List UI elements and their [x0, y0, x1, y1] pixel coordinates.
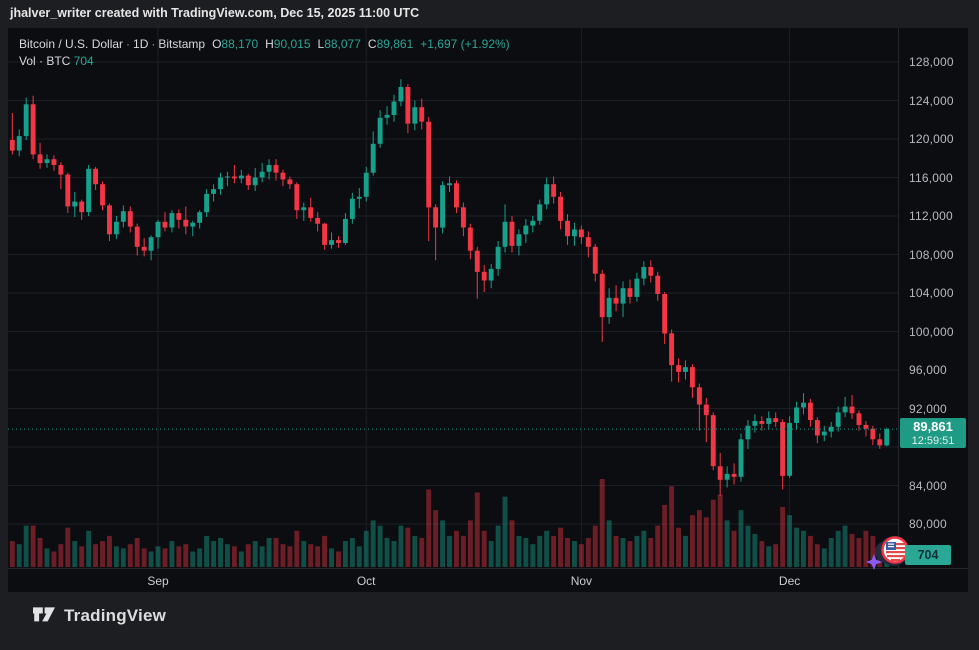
legend-symbol-row: Bitcoin / U.S. Dollar · 1D · Bitstamp O88,170… — [19, 37, 510, 51]
high-value: 90,015 — [273, 37, 311, 51]
change-value: +1,697 (+1.92%) — [420, 37, 510, 51]
attribution-text: jhalver_writer created with TradingView.… — [10, 6, 420, 20]
month-tick-label: Nov — [570, 574, 593, 588]
volume-series-label: Vol · BTC — [19, 54, 71, 68]
price-tick-label: 120,000 — [909, 132, 954, 146]
price-tick-label: 84,000 — [909, 478, 947, 493]
month-tick-label: Dec — [778, 574, 801, 588]
price-tick-label: 104,000 — [909, 286, 954, 300]
us-flag — [881, 536, 909, 564]
open-value: 88,170 — [221, 37, 259, 51]
us-event-flag-icon[interactable] — [864, 530, 912, 577]
price-tick-label: 80,000 — [909, 517, 947, 531]
close-value: 89,861 — [376, 37, 414, 51]
volume-axis-badge: 704 — [905, 545, 951, 565]
price-tick-label: 96,000 — [909, 363, 947, 377]
last-price-value: 89,861 — [913, 419, 953, 435]
candlestick-chart[interactable] — [8, 28, 968, 568]
volume-series-value: 704 — [73, 54, 94, 68]
last-price-badge: 89,861 12:59:51 — [900, 418, 966, 449]
price-tick-label: 100,000 — [909, 324, 954, 339]
tradingview-logo-icon — [33, 606, 55, 621]
price-tick-label: 112,000 — [909, 209, 953, 223]
chart-widget: Bitcoin / U.S. Dollar · 1D · Bitstamp O88,170… — [8, 28, 968, 592]
tradingview-logo[interactable]: TradingView — [33, 606, 166, 626]
time-axis[interactable]: Sep Oct Nov Dec — [8, 568, 968, 593]
symbol-title: Bitcoin / U.S. Dollar — [19, 37, 124, 51]
chart-legend: Bitcoin / U.S. Dollar · 1D · Bitstamp O88,170… — [19, 37, 510, 68]
candle-countdown: 12:59:51 — [911, 435, 955, 448]
price-tick-label: 108,000 — [909, 247, 954, 262]
price-tick-label: 92,000 — [909, 401, 947, 416]
price-tick-label: 128,000 — [909, 55, 954, 69]
price-tick-label: 116,000 — [909, 170, 953, 185]
interval-label: 1D — [133, 37, 149, 51]
tradingview-logo-text: TradingView — [64, 606, 167, 625]
low-value: 88,077 — [324, 37, 361, 51]
month-tick-label: Oct — [356, 574, 376, 588]
month-tick-label: Sep — [147, 574, 169, 588]
exchange-label: Bitstamp — [158, 37, 206, 51]
price-axis[interactable]: 128,000 124,000 120,000 116,000 112,000 108,0… — [898, 28, 969, 568]
price-tick-label: 124,000 — [909, 93, 954, 108]
legend-volume-row: Vol · BTC 704 — [19, 54, 510, 68]
sparkle-icon — [866, 554, 882, 570]
